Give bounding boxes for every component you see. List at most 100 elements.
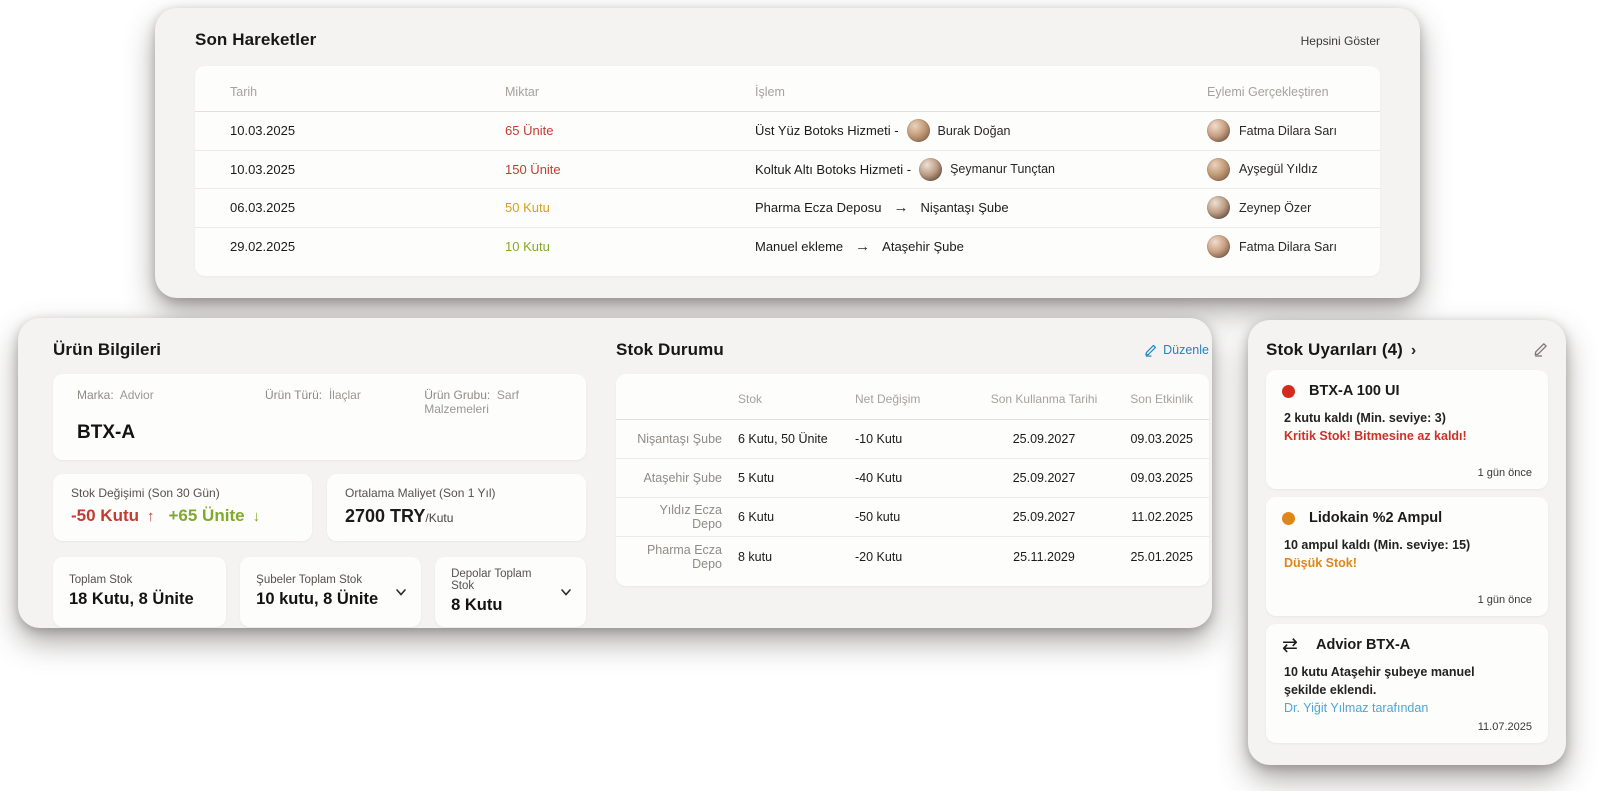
col-header-date: Tarih — [230, 84, 258, 99]
chevron-down-icon[interactable] — [395, 586, 407, 598]
average-cost-card: Ortalama Maliyet (Son 1 Yıl) 2700 TRY/Ku… — [327, 474, 586, 541]
customer-avatar — [906, 119, 930, 143]
average-cost-unit: /Kutu — [425, 511, 454, 525]
last-activity-date: 11.02.2025 — [1131, 510, 1193, 524]
alert-person-link[interactable]: Dr. Yiğit Yılmaz tarafından — [1284, 701, 1429, 716]
total-stock-label: Toplam Stok — [69, 574, 133, 586]
net-change-value: -50 kutu — [855, 510, 901, 524]
table-row[interactable]: Ataşehir Şube 5 Kutu -40 Kutu 25.09.2027… — [616, 459, 1209, 498]
warehouses-stock-value: 8 Kutu — [451, 596, 503, 614]
chevron-right-icon: › — [1410, 341, 1417, 359]
movement-destination: Nişantaşı Şube — [920, 200, 1009, 216]
movement-date: 29.02.2025 — [230, 239, 296, 255]
stock-status-table: Stok Net Değişim Son Kullanma Tarihi Son… — [616, 374, 1209, 586]
last-activity-date: 09.03.2025 — [1130, 471, 1193, 485]
actor-avatar — [1207, 235, 1230, 259]
pencil-icon — [1534, 343, 1547, 357]
brand-field: Marka: Advior — [77, 388, 265, 416]
recent-movements-table: Tarih Miktar İşlem Eylemi Gerçekleştiren… — [195, 66, 1380, 276]
product-info-section: Ürün Bilgileri Marka: Advior Ürün Türü: … — [36, 340, 586, 627]
total-stock-value: 18 Kutu, 8 Ünite — [69, 590, 194, 608]
actor-name: Fatma Dilara Sarı — [1239, 239, 1337, 254]
stock-alerts-title: Stok Uyarıları (4) — [1266, 340, 1403, 359]
alert-detail: 10 kutu Ataşehir şubeye manuel şekilde e… — [1284, 665, 1475, 698]
location-name: Yıldız Ecza Depo — [659, 503, 722, 531]
product-detail-panel: Ürün Bilgileri Marka: Advior Ürün Türü: … — [18, 318, 1212, 628]
edit-label: Düzenle — [1163, 343, 1209, 357]
table-row[interactable]: 10.03.2025 150 Ünite Koltuk Altı Botoks … — [195, 151, 1380, 189]
customer-name: Burak Doğan — [937, 123, 1011, 138]
critical-dot-icon — [1282, 384, 1295, 398]
col-header-operation: İşlem — [755, 84, 785, 99]
movement-amount: 50 Kutu — [505, 200, 550, 216]
alert-timestamp: 1 gün önce — [1477, 594, 1532, 606]
table-row[interactable]: Yıldız Ecza Depo 6 Kutu -50 kutu 25.09.2… — [616, 498, 1209, 537]
warehouses-stock-label: Depolar Toplam Stok — [451, 568, 532, 592]
stock-value: 5 Kutu — [738, 471, 775, 485]
alert-product-name: BTX-A 100 UI — [1309, 383, 1400, 399]
net-change-value: -40 Kutu — [855, 471, 903, 485]
alert-item-low[interactable]: Lidokain %2 Ampul 10 ampul kaldı (Min. s… — [1266, 497, 1548, 616]
brand-label: Marka: — [77, 388, 114, 402]
product-summary-card: Marka: Advior Ürün Türü: İlaçlar Ürün Gr… — [53, 374, 586, 460]
last-activity-date: 09.03.2025 — [1130, 432, 1193, 446]
chevron-down-icon[interactable] — [560, 586, 572, 598]
alert-product-name: Lidokain %2 Ampul — [1309, 510, 1443, 526]
col-header-actor: Eylemi Gerçekleştiren — [1207, 84, 1329, 99]
table-row[interactable]: Nişantaşı Şube 6 Kutu, 50 Ünite -10 Kutu… — [616, 420, 1209, 459]
table-row[interactable]: 29.02.2025 10 Kutu Manuel ekleme → Ataşe… — [195, 228, 1380, 267]
movement-date: 10.03.2025 — [230, 161, 296, 177]
total-stock-card: Toplam Stok 18 Kutu, 8 Ünite — [53, 557, 227, 627]
actor-avatar — [1207, 119, 1230, 143]
type-label: Ürün Türü: — [265, 388, 323, 402]
table-row[interactable]: 10.03.2025 65 Ünite Üst Yüz Botoks Hizme… — [195, 112, 1380, 151]
alert-product-name: Advior BTX-A — [1316, 637, 1411, 653]
expiry-date: 25.09.2027 — [1012, 432, 1076, 446]
branches-stock-label: Şubeler Toplam Stok — [256, 574, 363, 586]
last-activity-date: 25.01.2025 — [1130, 549, 1193, 564]
alert-item-critical[interactable]: BTX-A 100 UI 2 kutu kaldı (Min. seviye: … — [1266, 370, 1548, 489]
customer-name: Şeymanur Tunçtan — [950, 162, 1055, 177]
table-row[interactable]: 06.03.2025 50 Kutu Pharma Ecza Deposu → … — [195, 189, 1380, 228]
warehouses-stock-card[interactable]: Depolar Toplam Stok 8 Kutu — [435, 557, 586, 627]
stock-change-label: Stok Değişimi (Son 30 Gün) — [71, 486, 220, 500]
actor-avatar — [1207, 196, 1230, 220]
location-name: Ataşehir Şube — [643, 471, 722, 485]
group-label: Ürün Grubu: — [424, 388, 491, 402]
show-all-link[interactable]: Hepsini Göster — [1300, 34, 1380, 48]
col-header-amount: Miktar — [505, 84, 540, 99]
alert-status: Düşük Stok! — [1284, 556, 1357, 571]
product-name: BTX-A — [77, 422, 136, 443]
recent-movements-panel: Son Hareketler Hepsini Göster Tarih Mikt… — [155, 8, 1420, 298]
alert-item-transfer[interactable]: ⇄ Advior BTX-A 10 kutu Ataşehir şubeye m… — [1266, 624, 1548, 743]
stock-value: 8 kutu — [738, 549, 773, 564]
edit-button[interactable]: Düzenle — [1144, 343, 1209, 357]
customer-avatar — [919, 157, 943, 181]
actor-name: Ayşegül Yıldız — [1239, 162, 1318, 177]
table-row[interactable]: Pharma Ecza Depo 8 kutu -20 Kutu 25.11.2… — [616, 537, 1209, 576]
branches-stock-value: 10 kutu, 8 Ünite — [256, 590, 379, 608]
low-stock-dot-icon — [1282, 511, 1295, 525]
alert-status: Kritik Stok! Bitmesine az kaldı! — [1284, 429, 1467, 444]
branches-stock-card[interactable]: Şubeler Toplam Stok 10 kutu, 8 Ünite — [240, 557, 422, 627]
movement-date: 10.03.2025 — [230, 123, 296, 139]
stock-alerts-header-link[interactable]: Stok Uyarıları (4) › — [1266, 340, 1416, 360]
movement-date: 06.03.2025 — [230, 200, 296, 216]
movement-amount: 65 Ünite — [505, 123, 554, 139]
arrow-right-icon: → — [855, 238, 871, 256]
arrow-down-icon: ↓ — [252, 507, 261, 525]
alert-timestamp: 11.07.2025 — [1477, 721, 1532, 733]
actor-avatar — [1207, 157, 1230, 181]
stock-value: 6 Kutu — [738, 510, 775, 524]
net-change-value: -10 Kutu — [855, 432, 903, 446]
product-info-title: Ürün Bilgileri — [53, 340, 162, 359]
location-name: Nişantaşı Şube — [637, 432, 722, 446]
movement-amount: 10 Kutu — [505, 239, 550, 255]
expiry-date: 25.11.2029 — [1013, 549, 1075, 564]
average-cost-label: Ortalama Maliyet (Son 1 Yıl) — [345, 486, 496, 500]
alert-detail: 2 kutu kaldı (Min. seviye: 3) — [1284, 411, 1446, 425]
col-header-expiry: Son Kullanma Tarihi — [990, 391, 1098, 406]
type-field: Ürün Türü: İlaçlar — [265, 388, 424, 416]
edit-alerts-button[interactable] — [1533, 342, 1548, 362]
